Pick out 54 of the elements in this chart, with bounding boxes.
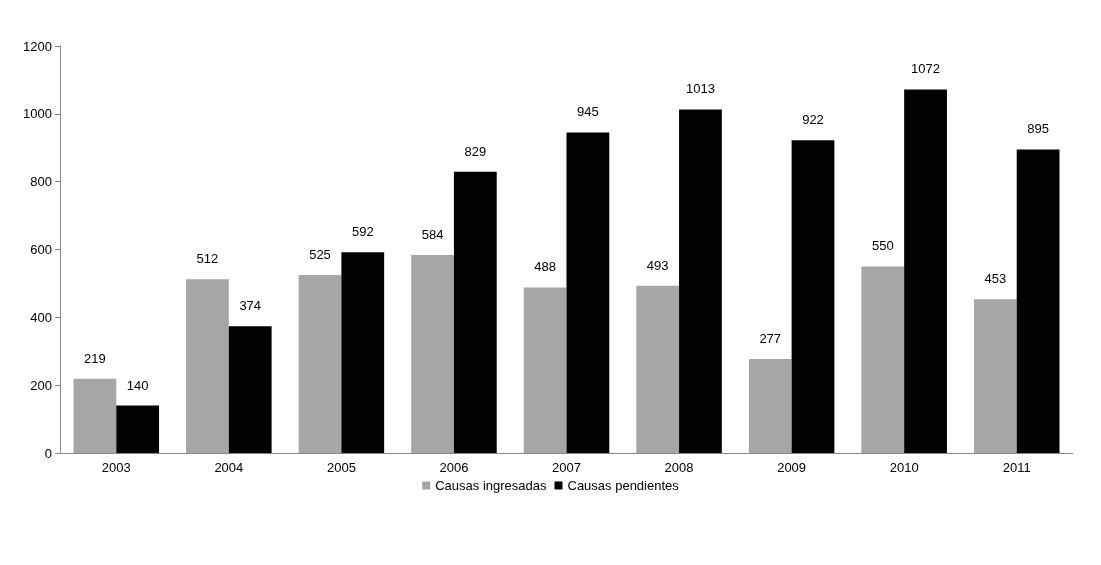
bar (904, 89, 947, 453)
data-label: 895 (1027, 121, 1049, 137)
data-label: 493 (646, 257, 669, 273)
bar (636, 285, 680, 453)
y-tick-label: 400 (30, 309, 52, 325)
bar (453, 171, 497, 453)
legend-label: Causas ingresadas (435, 478, 547, 493)
x-tick-label: 2008 (664, 460, 694, 475)
bar (1016, 149, 1060, 453)
y-tick-label: 1000 (23, 106, 52, 122)
x-tick-label: 2003 (101, 460, 131, 475)
data-label: 277 (759, 331, 782, 347)
data-label: 550 (871, 238, 894, 254)
bar (298, 274, 342, 453)
y-tick-label: 200 (30, 377, 52, 393)
data-label: 512 (196, 251, 219, 267)
data-label: 140 (126, 377, 149, 393)
data-label: 592 (351, 224, 374, 240)
x-tick-label: 2010 (889, 460, 919, 475)
bar (566, 132, 610, 453)
bar (411, 254, 454, 453)
data-label: 829 (464, 143, 487, 159)
y-tick-label: 800 (30, 174, 52, 190)
bar (186, 279, 229, 453)
data-label: 453 (984, 271, 1007, 287)
bar (228, 326, 272, 453)
bar (748, 359, 792, 453)
x-tick-label: 2004 (214, 460, 244, 475)
bar (791, 140, 835, 453)
bar (116, 405, 160, 453)
data-label: 374 (239, 298, 262, 314)
bar (679, 109, 722, 453)
bar (341, 252, 385, 453)
legend-label: Causas pendientes (567, 478, 680, 493)
x-tick-label: 2011 (1002, 460, 1031, 475)
x-tick-label: 2007 (552, 460, 581, 475)
bar (73, 378, 117, 453)
x-tick-label: 2005 (326, 460, 356, 475)
data-label: 525 (309, 246, 331, 262)
data-label: 488 (534, 259, 556, 275)
bar (523, 287, 567, 453)
data-label: 922 (802, 112, 824, 128)
y-tick-label: 0 (44, 445, 52, 461)
data-label: 584 (421, 226, 444, 242)
bar (973, 299, 1017, 453)
data-label: 1072 (911, 61, 941, 77)
x-tick-label: 2006 (439, 460, 469, 475)
data-label: 219 (84, 350, 106, 366)
y-tick-label: 1200 (23, 38, 52, 54)
data-label: 1013 (685, 81, 715, 97)
y-tick-label: 600 (30, 242, 52, 257)
bar (861, 266, 905, 453)
data-label: 945 (577, 104, 599, 120)
x-tick-label: 2009 (777, 460, 807, 475)
